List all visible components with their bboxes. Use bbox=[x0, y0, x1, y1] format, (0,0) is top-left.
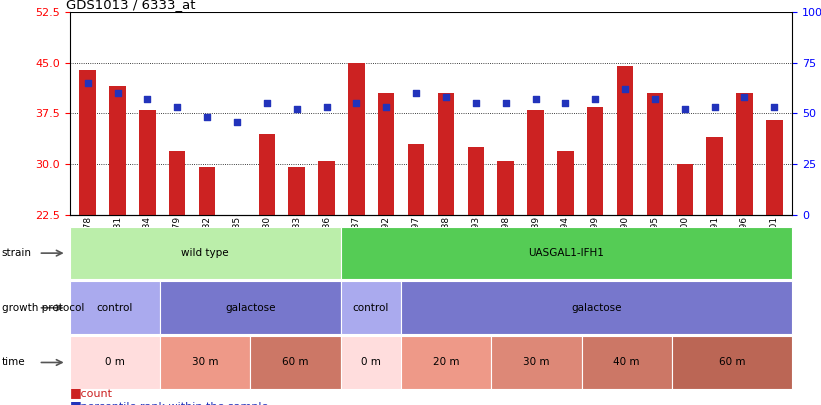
Point bbox=[111, 90, 124, 96]
Text: 30 m: 30 m bbox=[192, 358, 218, 367]
Bar bbox=[468, 147, 484, 215]
Bar bbox=[80, 70, 96, 215]
Text: 60 m: 60 m bbox=[282, 358, 309, 367]
Text: 60 m: 60 m bbox=[719, 358, 745, 367]
Point bbox=[678, 106, 691, 113]
Bar bbox=[140, 110, 156, 215]
Point bbox=[410, 90, 423, 96]
Text: wild type: wild type bbox=[181, 248, 229, 258]
Point bbox=[379, 104, 392, 111]
Bar bbox=[109, 86, 126, 215]
Point bbox=[768, 104, 781, 111]
Point bbox=[529, 96, 542, 102]
Text: galactose: galactose bbox=[225, 303, 276, 313]
Text: 20 m: 20 m bbox=[433, 358, 459, 367]
Bar bbox=[557, 151, 574, 215]
Bar bbox=[766, 120, 782, 215]
Bar bbox=[408, 144, 424, 215]
Text: 30 m: 30 m bbox=[523, 358, 549, 367]
Text: time: time bbox=[2, 358, 25, 367]
Bar bbox=[319, 161, 335, 215]
Bar bbox=[288, 167, 305, 215]
Bar bbox=[199, 167, 215, 215]
Point bbox=[350, 100, 363, 107]
Text: 0 m: 0 m bbox=[105, 358, 125, 367]
Text: strain: strain bbox=[2, 248, 32, 258]
Bar bbox=[169, 151, 186, 215]
Bar bbox=[647, 93, 663, 215]
Bar bbox=[736, 93, 753, 215]
Text: ■: ■ bbox=[70, 399, 81, 405]
Text: control: control bbox=[353, 303, 389, 313]
Text: percentile rank within the sample: percentile rank within the sample bbox=[70, 402, 268, 405]
Text: control: control bbox=[97, 303, 133, 313]
Point bbox=[81, 80, 94, 86]
Bar bbox=[587, 107, 603, 215]
Point bbox=[320, 104, 333, 111]
Point bbox=[290, 106, 303, 113]
Bar bbox=[527, 110, 544, 215]
Text: 0 m: 0 m bbox=[361, 358, 381, 367]
Point bbox=[439, 94, 452, 100]
Text: GDS1013 / 6333_at: GDS1013 / 6333_at bbox=[67, 0, 195, 11]
Bar bbox=[706, 137, 722, 215]
Bar bbox=[617, 66, 633, 215]
Point bbox=[499, 100, 512, 107]
Point bbox=[171, 104, 184, 111]
Text: 40 m: 40 m bbox=[613, 358, 640, 367]
Bar bbox=[259, 134, 275, 215]
Point bbox=[260, 100, 273, 107]
Bar bbox=[378, 93, 394, 215]
Point bbox=[738, 94, 751, 100]
Point bbox=[559, 100, 572, 107]
Point bbox=[470, 100, 483, 107]
Text: count: count bbox=[70, 389, 112, 399]
Point bbox=[200, 114, 213, 121]
Point bbox=[618, 86, 631, 92]
Text: galactose: galactose bbox=[571, 303, 621, 313]
Point bbox=[708, 104, 721, 111]
Text: UASGAL1-IFH1: UASGAL1-IFH1 bbox=[529, 248, 604, 258]
Point bbox=[141, 96, 154, 102]
Bar bbox=[498, 161, 514, 215]
Point bbox=[231, 118, 244, 125]
Bar bbox=[348, 63, 365, 215]
Text: ■: ■ bbox=[70, 386, 81, 399]
Point bbox=[589, 96, 602, 102]
Point bbox=[649, 96, 662, 102]
Bar bbox=[438, 93, 454, 215]
Bar bbox=[677, 164, 693, 215]
Text: growth protocol: growth protocol bbox=[2, 303, 84, 313]
